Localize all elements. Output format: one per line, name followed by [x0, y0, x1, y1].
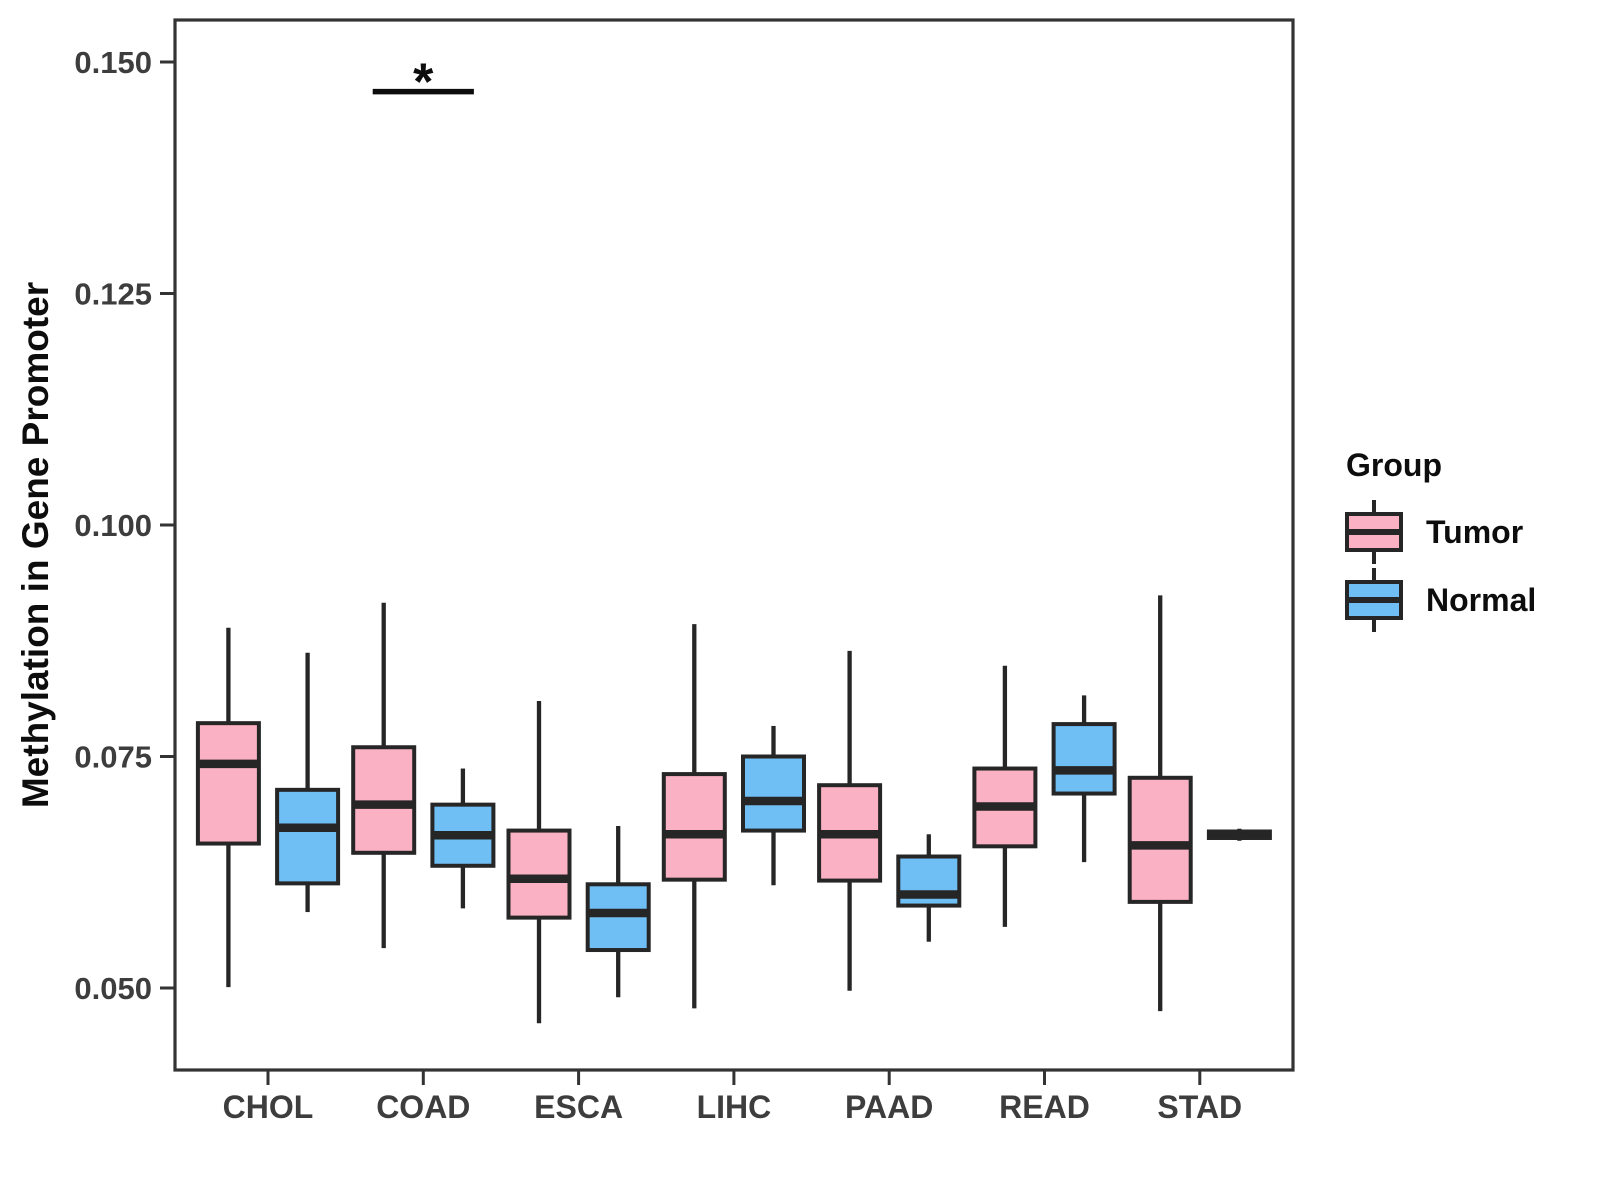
boxplot-key-icon	[1345, 500, 1403, 564]
x-tick-label: STAD	[1157, 1089, 1242, 1125]
x-tick-label: COAD	[376, 1089, 470, 1125]
box-CHOL-Tumor	[195, 721, 261, 846]
y-tick-label: 0.150	[74, 45, 152, 80]
box-READ-Normal	[1051, 722, 1117, 796]
legend-title: Group	[1346, 447, 1442, 483]
x-tick-label: CHOL	[223, 1089, 314, 1125]
legend-label-normal: Normal	[1426, 581, 1537, 618]
legend: Group Tumor Normal	[1340, 442, 1590, 634]
y-tick-label: 0.050	[74, 971, 152, 1006]
y-tick-label: 0.075	[74, 740, 152, 775]
boxplot-key-icon	[1345, 568, 1403, 632]
box-STAD-Tumor	[1127, 775, 1193, 904]
box-LIHC-Normal	[741, 754, 806, 833]
y-tick-label: 0.125	[74, 277, 152, 312]
legend-item-normal: Normal	[1340, 566, 1590, 634]
panel-border	[173, 18, 1295, 1072]
box-COAD-Tumor	[351, 745, 417, 855]
box-LIHC-Tumor	[661, 772, 727, 882]
x-tick-label: READ	[999, 1089, 1090, 1125]
box-ESCA-Tumor	[506, 828, 572, 920]
x-tick-label: LIHC	[697, 1089, 772, 1125]
box-CHOL-Normal	[275, 787, 341, 886]
x-tick-label: PAAD	[845, 1089, 933, 1125]
x-tick-label: ESCA	[534, 1089, 623, 1125]
legend-item-tumor: Tumor	[1340, 498, 1590, 566]
significance-star: *	[413, 54, 434, 112]
y-axis-title: Methylation in Gene Promoter	[15, 281, 56, 809]
legend-label-tumor: Tumor	[1426, 513, 1524, 550]
y-tick-label: 0.100	[74, 508, 152, 543]
